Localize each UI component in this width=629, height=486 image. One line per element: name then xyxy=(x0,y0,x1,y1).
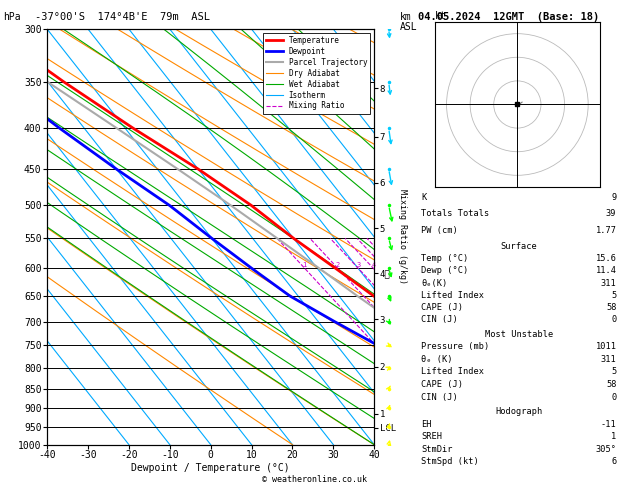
Text: 5: 5 xyxy=(611,367,616,377)
Text: 15.6: 15.6 xyxy=(596,254,616,263)
Text: Surface: Surface xyxy=(501,242,537,251)
Text: Dewp (°C): Dewp (°C) xyxy=(421,266,469,276)
Text: 311: 311 xyxy=(601,355,616,364)
Text: 04.05.2024  12GMT  (Base: 18): 04.05.2024 12GMT (Base: 18) xyxy=(418,12,599,22)
Text: 9: 9 xyxy=(611,193,616,202)
Text: Lifted Index: Lifted Index xyxy=(421,291,484,300)
Text: ASL: ASL xyxy=(399,22,417,32)
Text: 0: 0 xyxy=(611,393,616,401)
Text: 6: 6 xyxy=(611,457,616,466)
Text: 305°: 305° xyxy=(596,445,616,453)
Legend: Temperature, Dewpoint, Parcel Trajectory, Dry Adiabat, Wet Adiabat, Isotherm, Mi: Temperature, Dewpoint, Parcel Trajectory… xyxy=(263,33,370,114)
Text: K: K xyxy=(421,193,426,202)
Text: 1011: 1011 xyxy=(596,342,616,351)
Text: 58: 58 xyxy=(606,303,616,312)
Text: CAPE (J): CAPE (J) xyxy=(421,380,464,389)
Text: 4: 4 xyxy=(371,262,376,268)
Text: -11: -11 xyxy=(601,420,616,429)
Text: Most Unstable: Most Unstable xyxy=(485,330,553,339)
Text: kt: kt xyxy=(435,11,447,21)
Text: 39: 39 xyxy=(606,209,616,218)
Text: 311: 311 xyxy=(601,278,616,288)
Text: 1: 1 xyxy=(611,432,616,441)
Text: CAPE (J): CAPE (J) xyxy=(421,303,464,312)
Text: hPa: hPa xyxy=(3,12,21,22)
Text: Totals Totals: Totals Totals xyxy=(421,209,489,218)
X-axis label: Dewpoint / Temperature (°C): Dewpoint / Temperature (°C) xyxy=(131,463,290,473)
Text: 11.4: 11.4 xyxy=(596,266,616,276)
Text: 3: 3 xyxy=(356,262,360,268)
Text: Hodograph: Hodograph xyxy=(495,407,543,417)
Y-axis label: Mixing Ratio (g/kg): Mixing Ratio (g/kg) xyxy=(398,190,407,284)
Text: Temp (°C): Temp (°C) xyxy=(421,254,469,263)
Text: Pressure (mb): Pressure (mb) xyxy=(421,342,489,351)
Text: StmSpd (kt): StmSpd (kt) xyxy=(421,457,479,466)
Text: θₑ(K): θₑ(K) xyxy=(421,278,448,288)
Text: 2: 2 xyxy=(336,262,340,268)
Text: EH: EH xyxy=(421,420,432,429)
Text: CIN (J): CIN (J) xyxy=(421,315,458,324)
Text: 5: 5 xyxy=(611,291,616,300)
Text: θₑ (K): θₑ (K) xyxy=(421,355,453,364)
Text: Lifted Index: Lifted Index xyxy=(421,367,484,377)
Text: 1.77: 1.77 xyxy=(596,226,616,235)
Text: km: km xyxy=(399,12,411,22)
Text: © weatheronline.co.uk: © weatheronline.co.uk xyxy=(262,474,367,484)
Text: PW (cm): PW (cm) xyxy=(421,226,458,235)
Text: SREH: SREH xyxy=(421,432,442,441)
Text: 1: 1 xyxy=(303,262,307,268)
Text: -37°00'S  174°4B'E  79m  ASL: -37°00'S 174°4B'E 79m ASL xyxy=(35,12,209,22)
Text: CIN (J): CIN (J) xyxy=(421,393,458,401)
Text: 58: 58 xyxy=(606,380,616,389)
Text: 0: 0 xyxy=(611,315,616,324)
Text: StmDir: StmDir xyxy=(421,445,453,453)
